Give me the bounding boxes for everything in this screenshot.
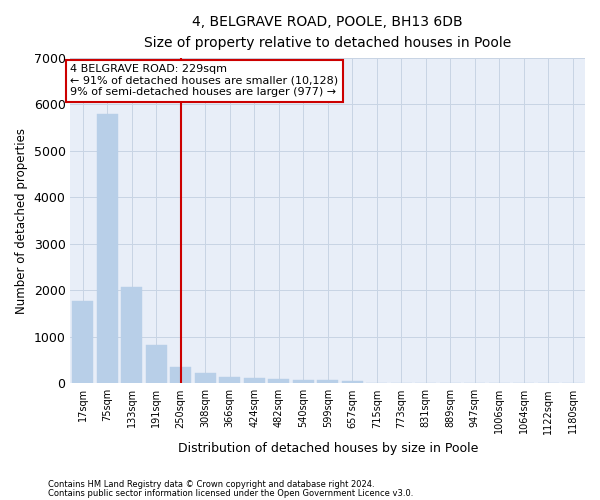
Bar [219,378,240,384]
X-axis label: Distribution of detached houses by size in Poole: Distribution of detached houses by size … [178,442,478,455]
Bar [170,368,191,384]
Bar [195,373,215,384]
Bar [72,300,93,384]
Bar [342,380,362,384]
Bar [317,380,338,384]
Bar [97,114,118,384]
Bar [146,344,167,384]
Bar [293,380,314,384]
Bar [121,288,142,384]
Bar [268,379,289,384]
Bar [244,378,265,384]
Y-axis label: Number of detached properties: Number of detached properties [15,128,28,314]
Text: Contains HM Land Registry data © Crown copyright and database right 2024.: Contains HM Land Registry data © Crown c… [48,480,374,489]
Title: 4, BELGRAVE ROAD, POOLE, BH13 6DB
Size of property relative to detached houses i: 4, BELGRAVE ROAD, POOLE, BH13 6DB Size o… [144,15,511,50]
Text: 4 BELGRAVE ROAD: 229sqm
← 91% of detached houses are smaller (10,128)
9% of semi: 4 BELGRAVE ROAD: 229sqm ← 91% of detache… [70,64,338,98]
Text: Contains public sector information licensed under the Open Government Licence v3: Contains public sector information licen… [48,488,413,498]
